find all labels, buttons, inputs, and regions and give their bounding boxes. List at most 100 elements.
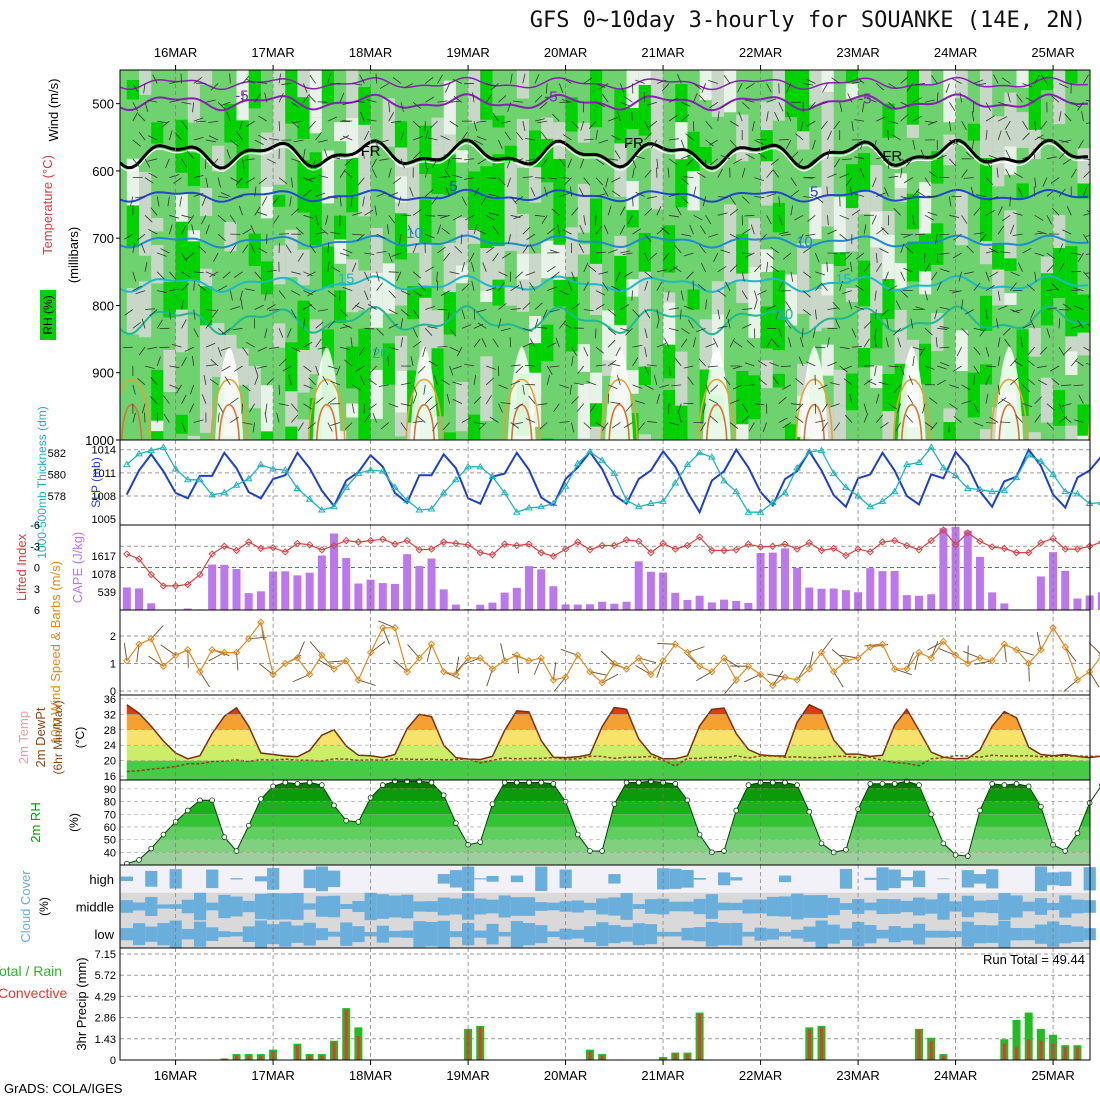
- wind-barb: [812, 328, 816, 339]
- temp-tick-label: 28: [104, 725, 116, 737]
- wind-barb: [1051, 95, 1060, 103]
- wind-barb: [820, 282, 828, 291]
- rh-marker: [294, 781, 301, 787]
- wind-barb: [364, 413, 371, 423]
- wind-barb: [900, 114, 909, 122]
- wind-barb: [534, 302, 543, 310]
- wind-barb: [238, 120, 243, 131]
- wind-barb: [339, 309, 348, 317]
- wind-barb: [680, 196, 689, 204]
- wind-barb: [169, 174, 180, 179]
- temp-band: [126, 729, 1090, 746]
- wind-barb: [863, 320, 872, 329]
- rh-cell: [163, 282, 176, 318]
- wind-barb: [620, 327, 631, 332]
- rh-cell: [516, 70, 530, 99]
- wind-barb: [447, 309, 451, 320]
- wind10m-barb: [309, 641, 323, 656]
- rh-marker: [355, 819, 362, 825]
- wind-barb: [1089, 391, 1090, 394]
- wind-barb: [430, 120, 438, 129]
- ylabel-slp: SLP (mb): [89, 457, 103, 507]
- rh-cell: [394, 289, 408, 306]
- lifted-index-line: [126, 529, 1100, 587]
- wind-barb: [923, 252, 926, 263]
- wind-barb: [939, 346, 950, 349]
- rh-cell: [1077, 148, 1090, 184]
- wind-barb: [392, 77, 402, 84]
- wind-barb: [839, 233, 848, 241]
- wind-barb: [997, 225, 1005, 235]
- wind-barb: [290, 120, 300, 129]
- rh-cell: [199, 380, 213, 405]
- ylabel-lifted-index: Lifted Index: [14, 533, 29, 601]
- rh-band: [126, 781, 1090, 789]
- rh-cell: [663, 436, 676, 440]
- wind-barb: [437, 246, 446, 254]
- cape-bar: [354, 583, 363, 610]
- wind-barb: [912, 97, 922, 103]
- wind-barb: [610, 363, 621, 367]
- cloud-cell: [120, 900, 134, 913]
- wind-barb: [907, 394, 914, 404]
- rh-cell: [894, 173, 907, 189]
- cloud-cell: [449, 931, 463, 938]
- wind-barb: [620, 101, 630, 107]
- wind10m-barb: [821, 637, 833, 653]
- wind10m-marker: [708, 668, 716, 676]
- wind-barb: [961, 169, 968, 178]
- rh-cell: [480, 290, 493, 302]
- wind-barb: [849, 186, 853, 197]
- wind10m-barb: [963, 651, 981, 659]
- wind-barb: [644, 281, 649, 291]
- wind-barb: [303, 403, 313, 410]
- cloud-cell: [596, 898, 609, 915]
- cloud-cell: [206, 927, 219, 941]
- lifted-index-marker: [208, 550, 216, 558]
- wind-barb: [985, 309, 988, 320]
- wind-barb: [815, 271, 825, 276]
- wind-barb: [242, 75, 250, 84]
- thickness-marker: [915, 458, 923, 466]
- thickness-marker: [476, 462, 485, 470]
- wind-barb: [863, 378, 873, 386]
- cloud-cell: [181, 899, 194, 914]
- wind-barb: [912, 115, 922, 122]
- rh-cell: [248, 233, 261, 267]
- wind-barb: [1058, 346, 1065, 356]
- wind-barb: [784, 320, 792, 329]
- wind-barb: [573, 382, 584, 386]
- contour-label: 10: [796, 233, 813, 250]
- thickness-marker: [220, 488, 229, 496]
- ylabel-rh2m-unit: (%): [67, 813, 81, 832]
- pressure-tick-label: 500: [92, 97, 114, 112]
- cloud-cell: [303, 869, 316, 889]
- wind-barb: [668, 114, 678, 122]
- cloud-cell: [218, 931, 231, 938]
- wind-barb: [1058, 139, 1069, 144]
- wind-barb: [607, 249, 618, 254]
- wind-barb: [293, 139, 304, 143]
- thickness-marker: [500, 488, 509, 496]
- cloud-cell: [462, 923, 475, 946]
- cape-bar: [549, 586, 558, 610]
- rh-cell: [346, 157, 359, 175]
- cape-bar: [585, 604, 594, 610]
- rh-marker: [501, 779, 508, 786]
- wind-barb: [303, 365, 312, 373]
- wind-barb: [1058, 151, 1067, 160]
- wind-barb: [709, 139, 719, 146]
- wind-barb: [1058, 318, 1061, 329]
- rh-cell: [614, 283, 627, 325]
- wind-barb: [169, 130, 173, 141]
- rh-cell: [906, 70, 920, 125]
- wind-barb: [327, 422, 333, 432]
- wind-barb: [863, 224, 867, 235]
- wind-barb: [638, 422, 646, 431]
- cloud-cell: [303, 922, 316, 946]
- wind-barb: [729, 264, 738, 273]
- precip-conv-bar: [222, 1058, 226, 1060]
- wind-barb: [745, 83, 755, 90]
- thickness-marker: [976, 485, 984, 493]
- rh-cell: [1089, 179, 1090, 192]
